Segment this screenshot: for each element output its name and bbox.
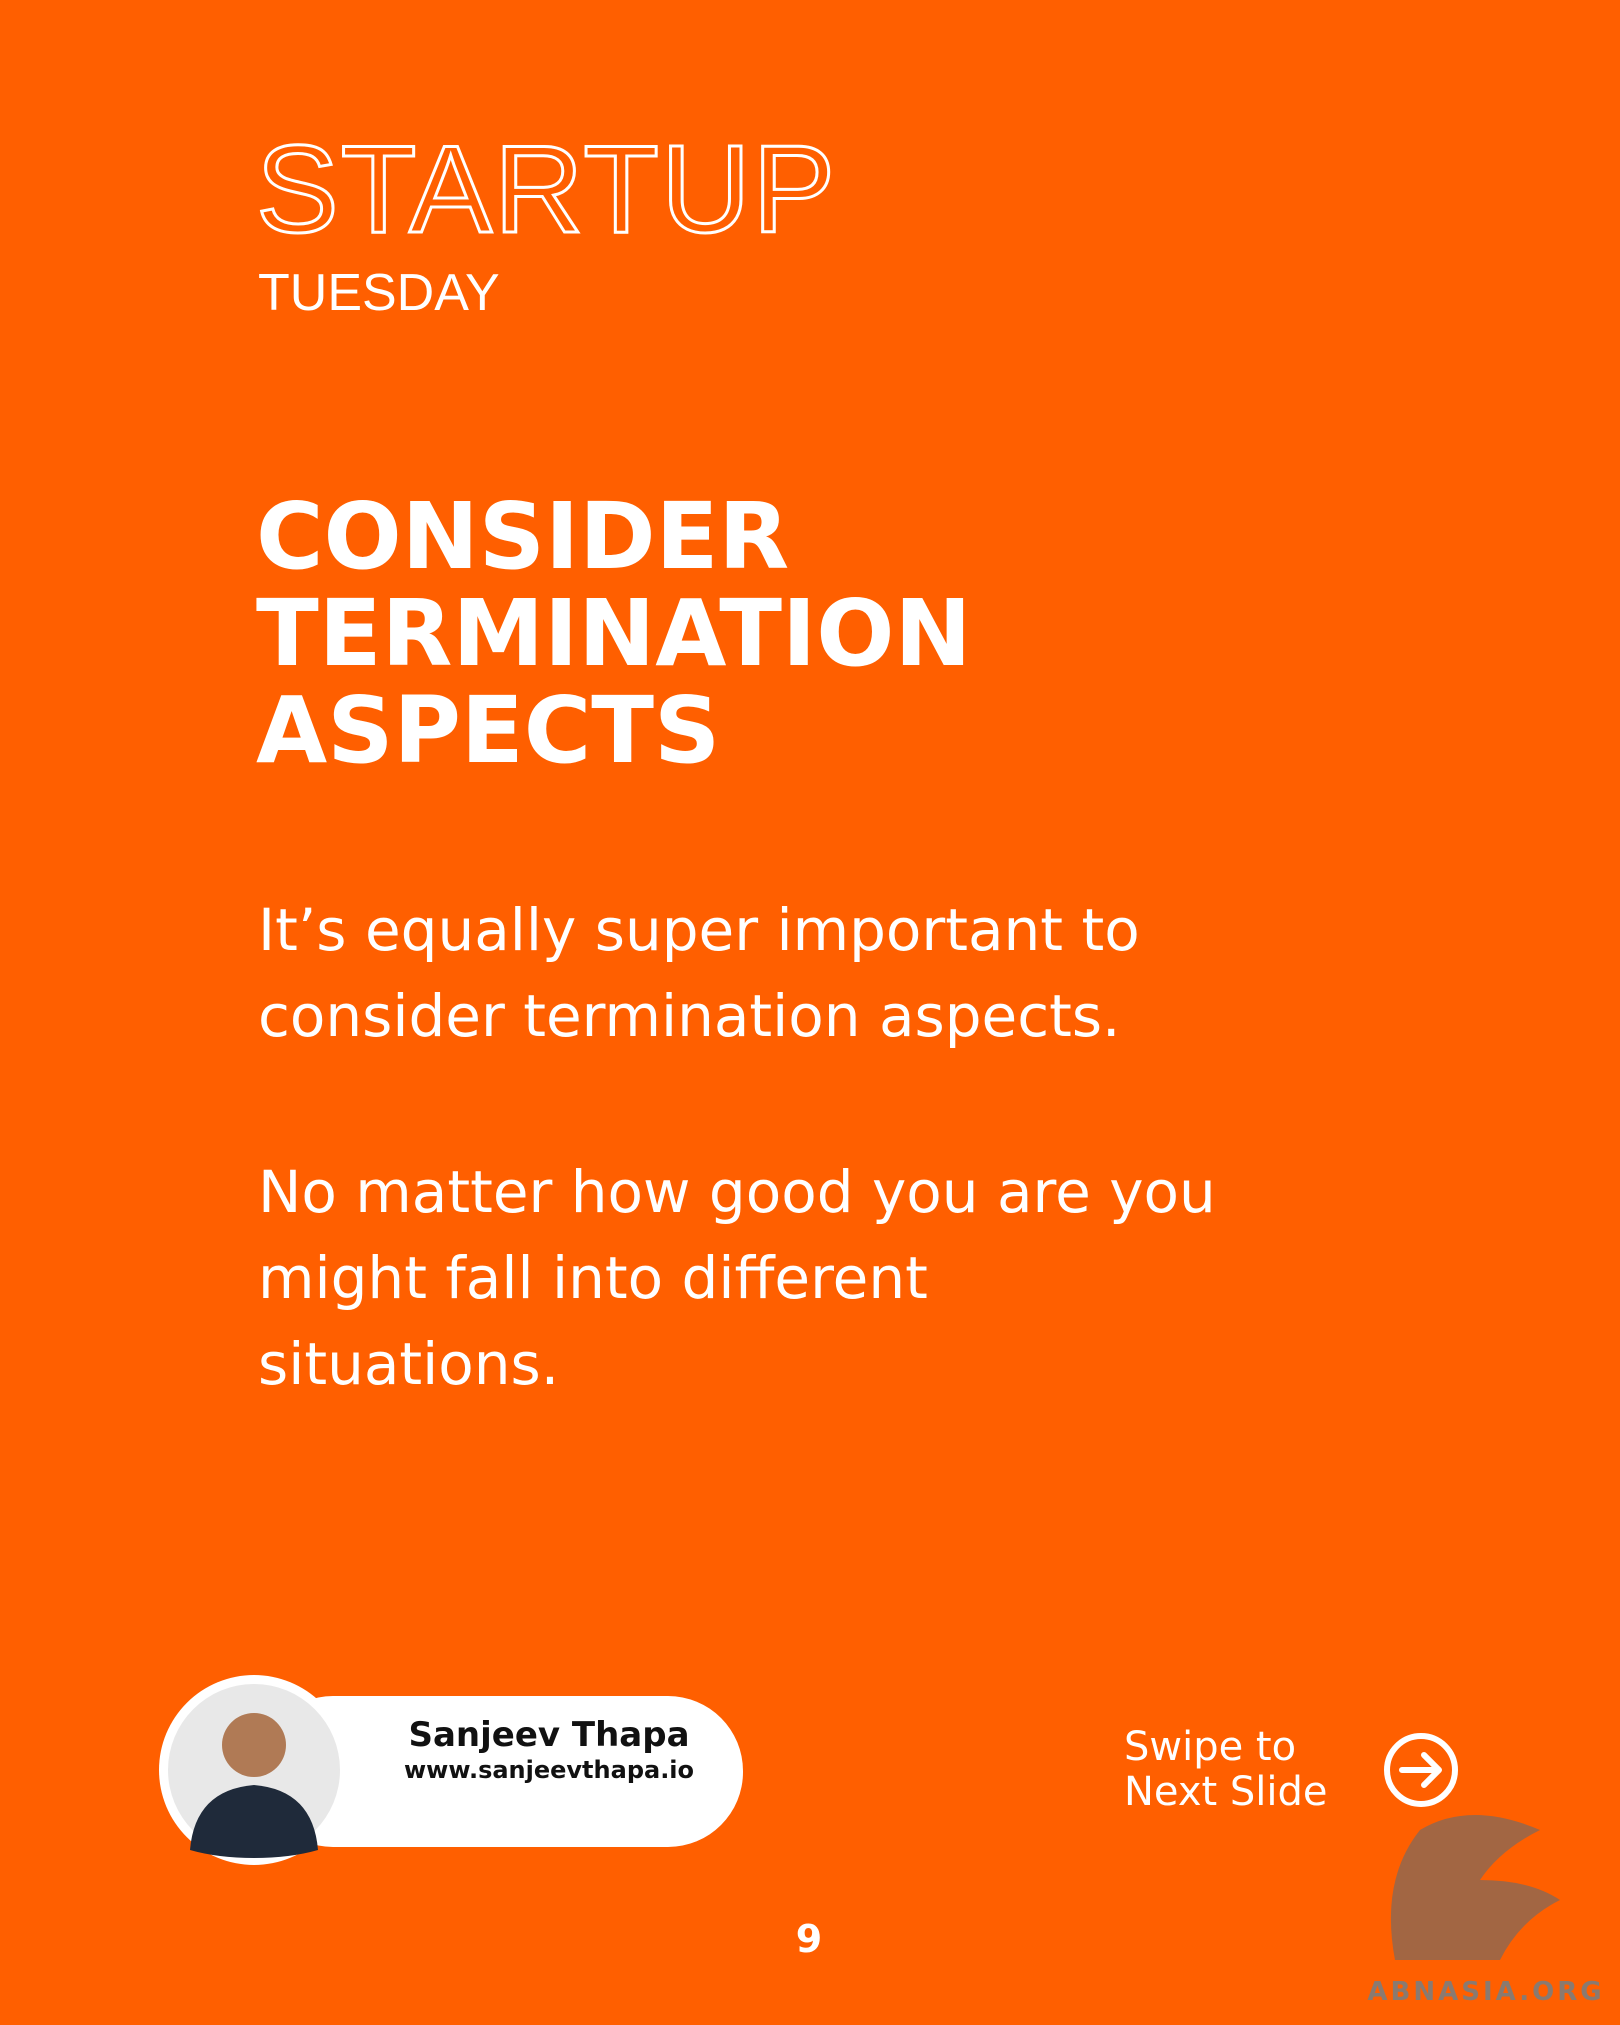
watermark-logo xyxy=(1390,1815,1560,1960)
body-line: situations. xyxy=(258,1330,559,1398)
author-pill xyxy=(258,1696,743,1847)
heading-line: ASPECTS xyxy=(256,677,720,784)
swipe-line: Next Slide xyxy=(1124,1769,1328,1815)
body-line: consider termination aspects. xyxy=(258,982,1121,1050)
next-arrow[interactable] xyxy=(1399,1752,1442,1788)
watermark: ABNASIA.ORG xyxy=(1367,1977,1604,2007)
author-website: www.sanjeevthapa.io xyxy=(404,1756,694,1784)
avatar-head xyxy=(222,1713,286,1777)
author-name: Sanjeev Thapa xyxy=(408,1715,689,1755)
subtitle: TUESDAY xyxy=(258,264,500,322)
title: STARTUP xyxy=(256,121,837,259)
heading-line: CONSIDER xyxy=(256,483,789,590)
heading-line: TERMINATION xyxy=(256,580,971,687)
body-line: It’s equally super important to xyxy=(258,896,1140,964)
body-text: It’s equally super important to consider … xyxy=(258,896,1216,1398)
avatar-body xyxy=(190,1785,318,1858)
body-line: No matter how good you are you xyxy=(258,1158,1216,1226)
next-button[interactable] xyxy=(1384,1733,1458,1807)
body-line: might fall into different xyxy=(258,1244,928,1312)
next-circle[interactable] xyxy=(1384,1733,1458,1807)
swipe-line: Swipe to xyxy=(1124,1724,1296,1770)
page-number: 9 xyxy=(796,1917,822,1961)
